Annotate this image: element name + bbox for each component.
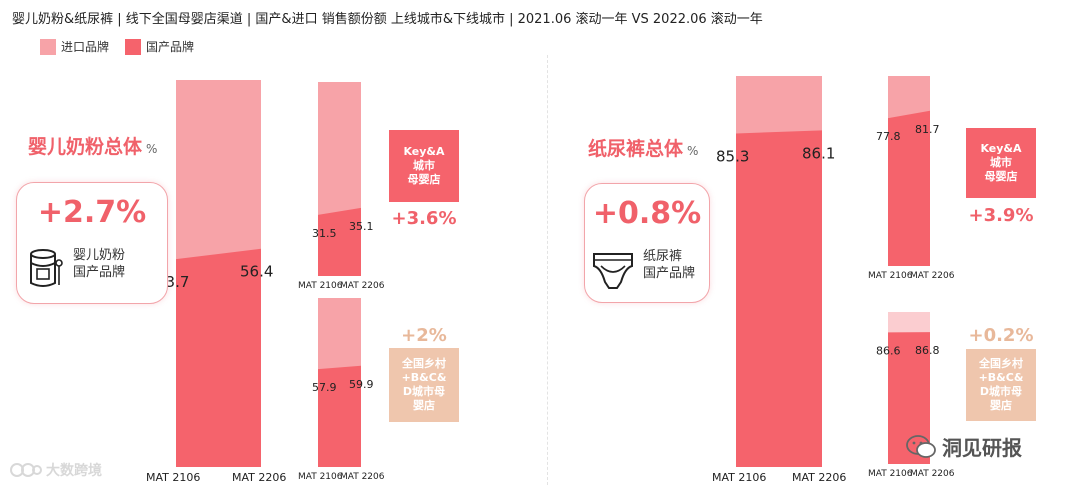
legend-swatch-domestic [125, 38, 142, 55]
x-tick-label: MAT 2106 [868, 271, 913, 281]
diaper-channel-top-growth: +3.9% [968, 205, 1034, 226]
legend-label-domestic: 国产品牌 [146, 40, 195, 54]
x-tick-label: MAT 2106 [146, 471, 200, 484]
value-label: 56.4 [240, 263, 273, 281]
value-label: 86.8 [915, 344, 940, 357]
legend-item-imported: 进口品牌 [40, 38, 109, 55]
domestic-area [888, 110, 930, 267]
diaper-growth: +0.8% [592, 196, 702, 231]
legend: 进口品牌 国产品牌 [40, 38, 194, 55]
domestic-area [318, 365, 361, 467]
value-label: 85.3 [716, 147, 749, 165]
x-tick-label: MAT 2206 [792, 471, 846, 484]
value-label: 57.9 [312, 381, 337, 394]
watermark-left: 大数跨境 [10, 460, 102, 480]
formula-title-text: 婴儿奶粉总体 [28, 136, 143, 158]
diaper-channel-bottom-growth: +0.2% [968, 325, 1034, 346]
legend-swatch-imported [40, 38, 56, 55]
legend-label-imported: 进口品牌 [61, 40, 110, 54]
watermark-right-text: 洞见研报 [942, 436, 1022, 460]
x-tick-label: MAT 2206 [340, 472, 385, 482]
x-tick-label: MAT 2106 [298, 472, 343, 482]
x-tick-label: MAT 2106 [712, 471, 766, 484]
x-tick-label: MAT 2106 [868, 469, 913, 479]
diaper-unit: % [687, 144, 699, 158]
value-label: 81.7 [915, 123, 940, 136]
milk-can-icon [30, 249, 63, 287]
diaper-icon [593, 253, 633, 289]
diaper-channel-bottom-box: 全国乡村 +B&C& D城市母 婴店 [966, 349, 1036, 421]
diaper-channel-top-label: Key&A 城市 母婴店 [980, 142, 1022, 183]
wechat-icon [906, 434, 936, 458]
x-tick-label: MAT 2206 [910, 469, 955, 479]
value-label: 77.8 [876, 130, 901, 143]
x-tick-label: MAT 2206 [910, 271, 955, 281]
domestic-area [176, 248, 261, 467]
diaper-channel-top-box: Key&A 城市 母婴店 [966, 128, 1036, 198]
legend-item-domestic: 国产品牌 [125, 38, 194, 55]
formula-channel-bottom-growth: +2% [401, 325, 447, 346]
watermark-left-text: 大数跨境 [46, 463, 102, 479]
formula-channel-bottom-label: 全国乡村 +B&C& D城市母 婴店 [401, 357, 447, 412]
value-label: 86.1 [802, 144, 835, 162]
formula-channel-top-box: Key&A 城市 母婴店 [389, 130, 459, 202]
diaper-title-text: 纸尿裤总体 [588, 138, 684, 160]
domestic-area [888, 332, 930, 464]
formula-channel-top-growth: +3.6% [391, 208, 457, 229]
diaper-kpi-label-line2: 国产品牌 [643, 266, 696, 281]
watermark-right: 洞见研报 [906, 432, 1022, 461]
brand-logo-icon [10, 463, 42, 477]
value-label: 35.1 [349, 220, 374, 233]
section-divider [547, 55, 548, 485]
value-label: 86.6 [876, 344, 901, 357]
diaper-segment-title: 纸尿裤总体% [588, 134, 698, 161]
diaper-channel-bottom-label: 全国乡村 +B&C& D城市母 婴店 [978, 357, 1024, 412]
diaper-kpi-label-line1: 纸尿裤 [643, 249, 683, 264]
formula-kpi-label: 婴儿奶粉 国产品牌 [73, 247, 125, 281]
diaper-kpi-label: 纸尿裤 国产品牌 [643, 248, 695, 282]
formula-segment-title: 婴儿奶粉总体% [28, 132, 157, 159]
domestic-area [318, 207, 361, 276]
value-label: 31.5 [312, 227, 337, 240]
page-title: 婴儿奶粉&纸尿裤 | 线下全国母婴店渠道 | 国产&进口 销售额份额 上线城市&… [12, 12, 763, 27]
diaper-kpi-box: +0.8% 纸尿裤 国产品牌 [584, 183, 710, 303]
x-tick-label: MAT 2206 [232, 471, 286, 484]
formula-kpi-label-line1: 婴儿奶粉 [73, 248, 126, 263]
formula-unit: % [146, 142, 158, 156]
value-label: 59.9 [349, 378, 374, 391]
formula-channel-bottom-box: 全国乡村 +B&C& D城市母 婴店 [389, 348, 459, 422]
x-tick-label: MAT 2106 [298, 281, 343, 291]
area-chart-3: 85.3 86.1 MAT 2106 MAT 2206 [712, 76, 846, 484]
formula-channel-top-label: Key&A 城市 母婴店 [403, 145, 445, 186]
domestic-area [736, 130, 822, 467]
formula-kpi-label-line2: 国产品牌 [73, 265, 126, 280]
formula-kpi-box: +2.7% 婴儿奶粉 国产品牌 [16, 182, 168, 304]
formula-growth: +2.7% [37, 195, 147, 230]
x-tick-label: MAT 2206 [340, 281, 385, 291]
